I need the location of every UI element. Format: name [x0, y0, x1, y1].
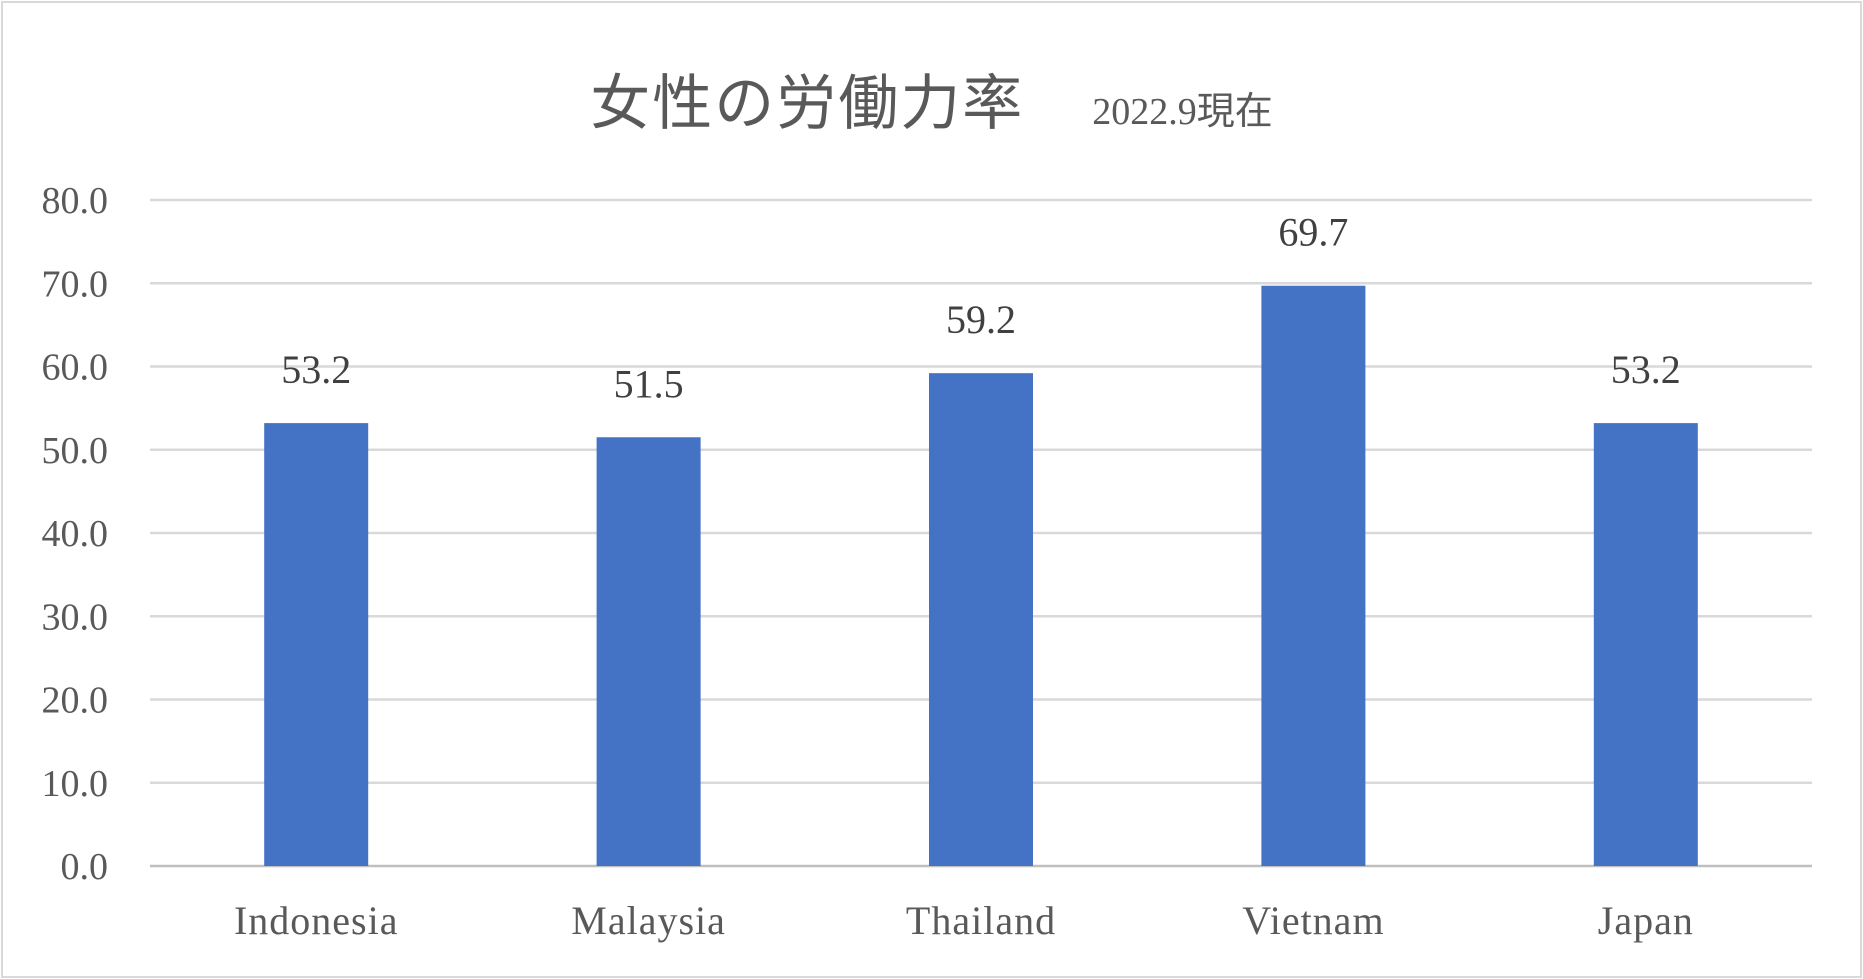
- bar-vietnam: [1261, 285, 1366, 866]
- y-tick-label: 60.0: [42, 347, 109, 389]
- y-tick-label: 80.0: [42, 180, 109, 222]
- y-tick-label: 40.0: [42, 513, 109, 555]
- data-label-thailand: 59.2: [946, 297, 1016, 342]
- bar-japan: [1593, 423, 1698, 866]
- chart-title-block: 女性の労働力率 2022.9現在: [0, 55, 1863, 142]
- y-tick-label: 10.0: [42, 763, 109, 805]
- x-tick-label-indonesia: Indonesia: [234, 898, 399, 943]
- y-tick-label: 0.0: [61, 846, 109, 888]
- y-tick-label: 70.0: [42, 263, 109, 305]
- data-label-japan: 53.2: [1611, 347, 1681, 392]
- bar-indonesia: [264, 423, 369, 866]
- data-label-malaysia: 51.5: [614, 361, 684, 406]
- data-label-vietnam: 69.7: [1278, 210, 1348, 255]
- bar-thailand: [929, 373, 1033, 866]
- x-tick-label-japan: Japan: [1598, 898, 1694, 943]
- bar-malaysia: [596, 437, 701, 866]
- data-label-indonesia: 53.2: [281, 347, 351, 392]
- bars: [264, 285, 1698, 866]
- chart-title: 女性の労働力率: [590, 71, 1025, 137]
- x-axis-ticks: Indonesia Malaysia Thailand Vietnam Japan: [234, 898, 1694, 943]
- data-labels: 53.2 51.5 59.2 69.7 53.2: [281, 210, 1681, 407]
- y-axis-ticks: 0.0 10.0 20.0 30.0 40.0 50.0 60.0 70.0 80.0: [42, 180, 109, 888]
- x-tick-label-vietnam: Vietnam: [1242, 898, 1384, 943]
- y-tick-label: 50.0: [42, 430, 109, 472]
- x-tick-label-thailand: Thailand: [906, 898, 1056, 943]
- x-tick-label-malaysia: Malaysia: [571, 898, 726, 943]
- chart-subtitle: 2022.9現在: [1092, 91, 1273, 133]
- y-tick-label: 30.0: [42, 596, 109, 638]
- y-tick-label: 20.0: [42, 680, 109, 722]
